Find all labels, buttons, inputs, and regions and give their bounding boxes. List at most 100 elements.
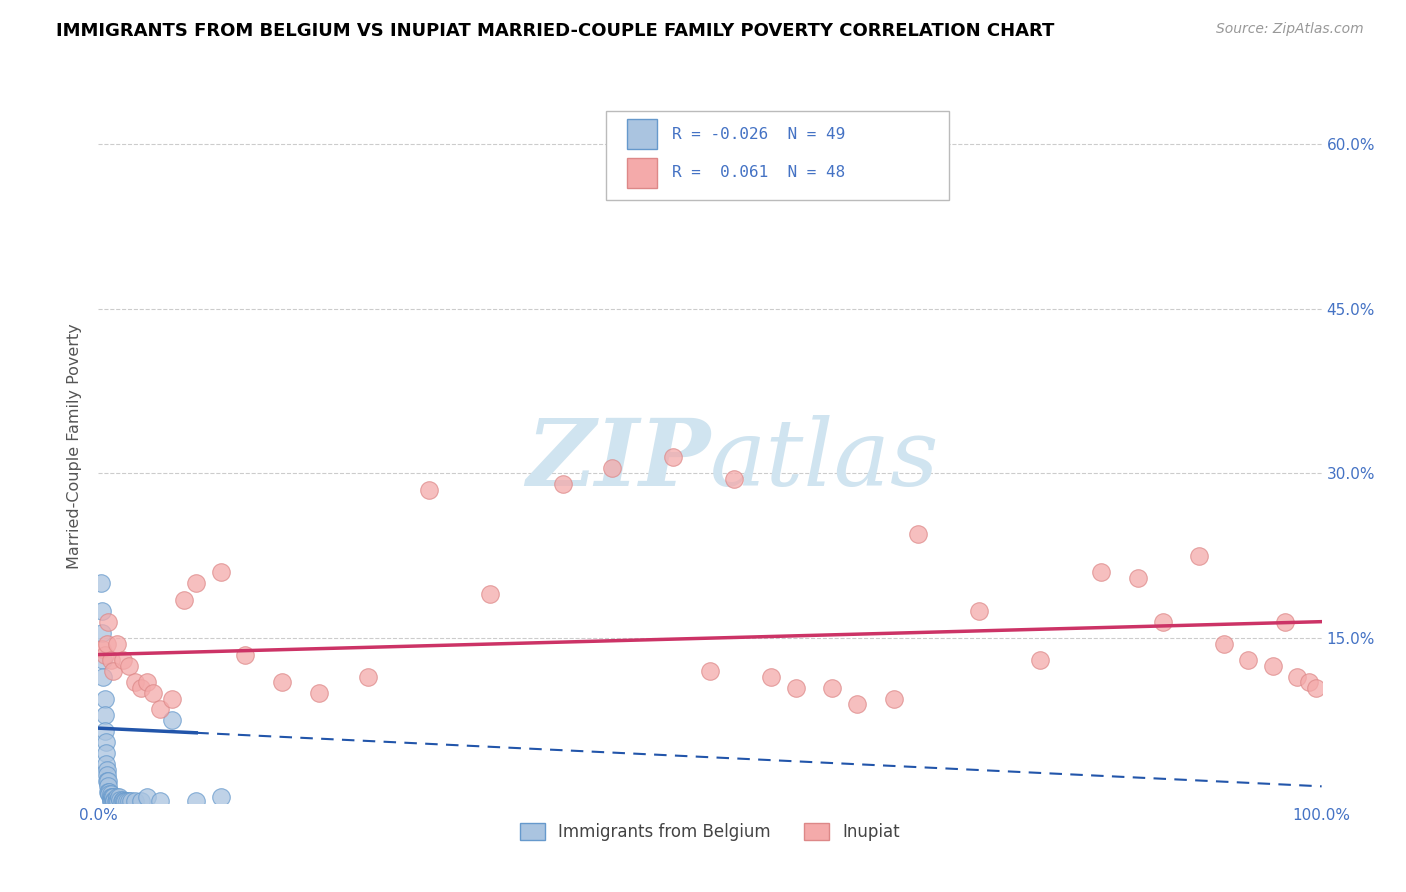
Point bbox=[136, 790, 159, 805]
Point bbox=[1286, 669, 1309, 683]
Point bbox=[91, 653, 114, 667]
Point bbox=[93, 648, 115, 662]
Point bbox=[136, 675, 159, 690]
Point bbox=[478, 587, 501, 601]
Point bbox=[96, 637, 118, 651]
Point bbox=[186, 794, 208, 808]
Point bbox=[97, 780, 120, 794]
Point bbox=[907, 526, 929, 541]
Point bbox=[129, 681, 152, 695]
Point bbox=[96, 768, 118, 782]
Point bbox=[1090, 566, 1112, 580]
Point bbox=[105, 790, 128, 805]
Point bbox=[107, 794, 129, 808]
Point bbox=[98, 785, 121, 799]
Point bbox=[308, 686, 330, 700]
Point bbox=[110, 792, 132, 806]
FancyBboxPatch shape bbox=[627, 158, 658, 187]
FancyBboxPatch shape bbox=[606, 111, 949, 200]
Point bbox=[104, 794, 127, 808]
Point bbox=[108, 790, 131, 805]
Text: R =  0.061  N = 48: R = 0.061 N = 48 bbox=[672, 165, 845, 180]
Point bbox=[118, 794, 141, 808]
Point bbox=[723, 472, 745, 486]
Point bbox=[1305, 681, 1327, 695]
Point bbox=[1029, 653, 1052, 667]
Point bbox=[785, 681, 807, 695]
Point bbox=[97, 615, 120, 629]
Point bbox=[129, 794, 152, 808]
Point bbox=[883, 691, 905, 706]
Point bbox=[98, 787, 121, 801]
Point bbox=[160, 691, 183, 706]
Point bbox=[149, 702, 172, 716]
Point bbox=[553, 477, 575, 491]
Point bbox=[233, 648, 256, 662]
Point bbox=[173, 592, 195, 607]
Point bbox=[90, 576, 112, 591]
Point bbox=[101, 790, 124, 805]
Point bbox=[120, 794, 142, 808]
Point bbox=[105, 794, 128, 808]
Point bbox=[967, 604, 990, 618]
Text: ZIP: ZIP bbox=[526, 416, 710, 505]
Point bbox=[103, 794, 125, 808]
Point bbox=[91, 604, 114, 618]
Text: IMMIGRANTS FROM BELGIUM VS INUPIAT MARRIED-COUPLE FAMILY POVERTY CORRELATION CHA: IMMIGRANTS FROM BELGIUM VS INUPIAT MARRI… bbox=[56, 22, 1054, 40]
Point bbox=[149, 794, 172, 808]
Point bbox=[1274, 615, 1296, 629]
Point bbox=[600, 461, 623, 475]
Point bbox=[93, 691, 115, 706]
Point bbox=[1188, 549, 1211, 563]
Point bbox=[101, 790, 124, 805]
Point bbox=[1152, 615, 1174, 629]
Point bbox=[111, 794, 134, 808]
Point bbox=[186, 576, 208, 591]
Point bbox=[101, 794, 124, 808]
Point bbox=[209, 566, 232, 580]
Point bbox=[100, 653, 122, 667]
Point bbox=[100, 792, 122, 806]
Point bbox=[111, 792, 134, 806]
Point bbox=[112, 794, 135, 808]
Legend: Immigrants from Belgium, Inupiat: Immigrants from Belgium, Inupiat bbox=[513, 816, 907, 848]
FancyBboxPatch shape bbox=[627, 120, 658, 149]
Point bbox=[93, 724, 115, 739]
Point bbox=[209, 790, 232, 805]
Point bbox=[100, 787, 122, 801]
Point bbox=[699, 664, 721, 678]
Point bbox=[97, 785, 120, 799]
Text: atlas: atlas bbox=[710, 416, 939, 505]
Text: Source: ZipAtlas.com: Source: ZipAtlas.com bbox=[1216, 22, 1364, 37]
Point bbox=[91, 669, 114, 683]
Point bbox=[105, 637, 128, 651]
Point bbox=[101, 794, 124, 808]
Point bbox=[97, 773, 120, 788]
Point bbox=[91, 642, 114, 657]
Point bbox=[100, 790, 122, 805]
Point bbox=[1212, 637, 1234, 651]
Point bbox=[662, 450, 685, 464]
Point bbox=[94, 747, 117, 761]
Point bbox=[160, 714, 183, 728]
Point bbox=[418, 483, 440, 497]
Point bbox=[96, 763, 118, 777]
Point bbox=[821, 681, 844, 695]
Point bbox=[115, 794, 138, 808]
Point bbox=[761, 669, 783, 683]
Point bbox=[103, 792, 125, 806]
Point bbox=[1261, 658, 1284, 673]
Text: R = -0.026  N = 49: R = -0.026 N = 49 bbox=[672, 127, 845, 142]
Point bbox=[91, 625, 114, 640]
Point bbox=[93, 708, 115, 723]
Point bbox=[94, 757, 117, 772]
Point bbox=[845, 697, 868, 711]
Point bbox=[118, 658, 141, 673]
Point bbox=[96, 773, 118, 788]
Point bbox=[142, 686, 165, 700]
Point bbox=[270, 675, 294, 690]
Point bbox=[1128, 571, 1150, 585]
Point bbox=[124, 794, 146, 808]
Point bbox=[1298, 675, 1320, 690]
Point bbox=[111, 653, 134, 667]
